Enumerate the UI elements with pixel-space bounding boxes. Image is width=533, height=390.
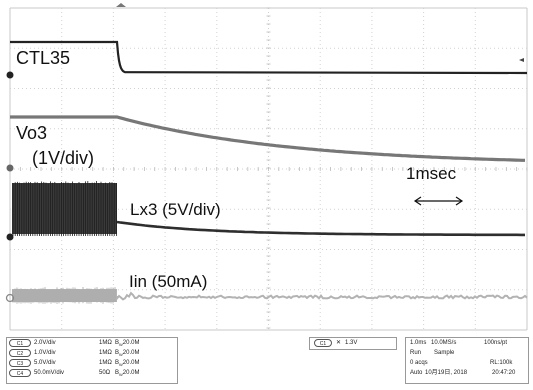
acq-mode: Sample — [434, 349, 454, 357]
resolution: 100ns/pt — [484, 339, 507, 347]
channel-1-bw: BW20.0M — [115, 339, 139, 349]
sample-rate: 10.0MS/s — [431, 339, 456, 347]
channel-1-impedance: 1MΩ — [99, 339, 112, 347]
status-panel: C1 2.0V/div 1MΩ BW20.0M C2 1.0V/div 1MΩ … — [0, 336, 533, 385]
lx3-switching-block — [12, 181, 117, 236]
vo3-label: Vo3 — [16, 125, 47, 142]
vo3-scale-label: (1V/div) — [32, 150, 94, 167]
channel-3-impedance: 1MΩ — [99, 359, 112, 367]
lx3-label: Lx3 (5V/div) — [130, 201, 221, 218]
iin-label: Iin (50mA) — [129, 273, 207, 290]
trigger-slope-icon: ✕ — [336, 339, 341, 347]
channel-1-scale: 2.0V/div — [34, 339, 56, 347]
channel-3-badge[interactable]: C3 — [9, 359, 31, 367]
trigger-position-icon — [116, 3, 126, 7]
ctl35-label: CTL35 — [16, 50, 70, 67]
time-arrow-icon — [415, 197, 462, 205]
acq-date: 10月19日, 2018 — [425, 369, 467, 377]
channel-2-bw: BW20.0M — [115, 349, 139, 359]
run-state: Run — [410, 349, 421, 357]
trigger-level: 1.3V — [345, 339, 357, 347]
channel-4-bw: BW20.0M — [115, 369, 139, 379]
iin-trace — [117, 293, 527, 299]
channel-2-badge[interactable]: C2 — [9, 349, 31, 357]
time-marker-label: 1msec — [406, 165, 456, 182]
trigger-source-badge[interactable]: C1 — [314, 339, 332, 347]
timebase: 1.0ms — [410, 339, 426, 347]
lx3-trace — [117, 222, 525, 235]
ch1-ground-marker — [7, 72, 14, 79]
channel-3-scale: 5.0V/div — [34, 359, 56, 367]
channel-3-bw: BW20.0M — [115, 359, 139, 369]
acq-time: 20:47:20 — [492, 369, 515, 377]
ch2-ground-marker — [7, 165, 14, 172]
channel-4-badge[interactable]: C4 — [9, 369, 31, 377]
channel-1-badge[interactable]: C1 — [9, 339, 31, 347]
ch3-ground-marker — [7, 234, 14, 241]
record-length: RL:100k — [490, 359, 512, 367]
channel-4-scale: 50.0mV/div — [34, 369, 64, 377]
channel-2-scale: 1.0V/div — [34, 349, 56, 357]
channel-settings-panel — [6, 337, 178, 384]
channel-4-impedance: 50Ω — [99, 369, 110, 377]
trigger-level-icon — [519, 58, 524, 62]
trigger-mode: Auto — [410, 369, 422, 377]
acq-count: 0 acqs — [410, 359, 428, 367]
channel-2-impedance: 1MΩ — [99, 349, 112, 357]
iin-noise-block — [12, 287, 117, 304]
